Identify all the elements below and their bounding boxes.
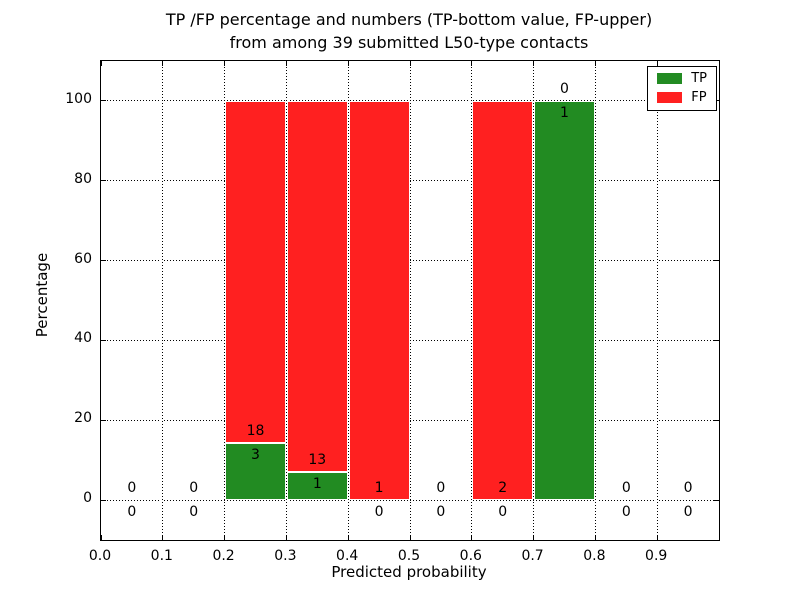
y-tick-mark [714, 339, 719, 341]
y-tick-mark [101, 260, 106, 262]
legend: TP FP [647, 66, 717, 111]
x-tick-mark [347, 535, 349, 540]
legend-item-tp: TP [657, 72, 707, 85]
x-tick-mark [162, 535, 164, 540]
v-gridline [162, 61, 164, 540]
fp-legend-label: FP [691, 90, 707, 105]
tp-count-label: 0 [621, 504, 631, 521]
y-tick-mark [101, 339, 106, 341]
x-tick-mark [594, 535, 596, 540]
y-tick-mark [101, 419, 106, 421]
tp-count-label: 0 [498, 504, 508, 521]
tp-count-label: 0 [374, 504, 384, 521]
fp-count-label: 0 [621, 480, 631, 497]
bar-segment-tp [533, 100, 596, 501]
y-tick-mark [101, 100, 106, 102]
x-tick-label: 0.9 [645, 548, 668, 564]
fp-count-label: 0 [683, 480, 693, 497]
y-tick-label: 100 [65, 90, 92, 107]
tp-legend-label: TP [691, 71, 707, 86]
v-gridline [347, 61, 349, 540]
y-tick-mark [101, 499, 106, 501]
tp-count-label: 3 [251, 447, 260, 464]
x-tick-mark [285, 535, 287, 540]
x-tick-mark [100, 535, 102, 540]
x-tick-label: 0.7 [521, 548, 544, 564]
v-gridline [224, 61, 226, 540]
x-tick-mark [409, 535, 411, 540]
y-tick-label: 80 [74, 170, 92, 187]
y-tick-label: 0 [83, 490, 92, 507]
fp-count-label: 0 [189, 480, 199, 497]
legend-item-fp: FP [657, 91, 707, 104]
y-tick-label: 40 [74, 330, 92, 347]
y-tick-mark [714, 419, 719, 421]
chart-title-line2: from among 39 submitted L50-type contact… [229, 33, 589, 52]
y-tick-label: 20 [74, 410, 92, 427]
tp-count-label: 1 [560, 104, 569, 121]
fp-legend-swatch-icon [657, 92, 683, 103]
x-tick-label: 0.0 [88, 548, 112, 564]
v-gridline [656, 61, 658, 540]
fp-count-label: 0 [127, 480, 137, 497]
bar-segment-fp [224, 100, 287, 444]
y-tick-mark [714, 499, 719, 501]
fp-count-label: 2 [498, 480, 508, 497]
x-tick-mark [533, 61, 535, 66]
y-tick-label: 60 [74, 250, 92, 267]
v-gridline [533, 61, 535, 540]
v-gridline [594, 61, 596, 540]
x-tick-label: 0.1 [150, 548, 173, 564]
tp-count-label: 0 [683, 504, 693, 521]
x-tick-mark [285, 61, 287, 66]
x-tick-mark [656, 61, 658, 66]
x-tick-label: 0.5 [397, 548, 421, 564]
y-tick-mark [714, 260, 719, 262]
x-tick-mark [656, 535, 658, 540]
tp-count-label: 0 [127, 504, 137, 521]
fp-count-label: 0 [436, 480, 446, 497]
tp-count-label: 0 [436, 504, 446, 521]
x-tick-mark [347, 61, 349, 66]
fp-count-label: 13 [308, 451, 327, 468]
x-axis-label: Predicted probability [331, 563, 487, 581]
x-tick-mark [162, 61, 164, 66]
x-tick-label: 0.2 [212, 548, 235, 564]
x-tick-mark [471, 535, 473, 540]
v-gridline [409, 61, 411, 540]
tp-count-label: 0 [189, 504, 199, 521]
x-tick-mark [533, 535, 535, 540]
x-tick-mark [224, 61, 226, 66]
fp-count-label: 1 [374, 480, 384, 497]
tp-legend-swatch-icon [657, 73, 683, 84]
bar-segment-fp [471, 100, 534, 501]
fp-count-label: 18 [246, 423, 265, 440]
v-gridline [285, 61, 287, 540]
x-tick-label: 0.8 [583, 548, 606, 564]
x-tick-mark [100, 61, 102, 66]
x-tick-label: 0.3 [274, 548, 297, 564]
x-tick-mark [594, 61, 596, 66]
x-tick-label: 0.4 [336, 548, 359, 564]
fp-count-label: 0 [560, 80, 569, 97]
y-tick-mark [101, 180, 106, 182]
y-axis-label: Percentage [33, 252, 51, 338]
chart-title: TP /FP percentage and numbers (TP-bottom… [100, 8, 718, 54]
x-tick-mark [471, 61, 473, 66]
v-gridline [471, 61, 473, 540]
plot-area: TP FP 0 0 0 0 18 3 13 1 1 0 0 0 2 0 0 1 0 0 0 0 [100, 60, 720, 541]
x-tick-label: 0.6 [459, 548, 482, 564]
bar-segment-fp [286, 100, 349, 472]
chart-title-line1: TP /FP percentage and numbers (TP-bottom… [165, 10, 653, 29]
bar-segment-fp [348, 100, 410, 501]
y-tick-mark [714, 180, 719, 182]
x-tick-mark [409, 61, 411, 66]
tp-count-label: 1 [312, 475, 322, 492]
x-tick-mark [224, 535, 226, 540]
